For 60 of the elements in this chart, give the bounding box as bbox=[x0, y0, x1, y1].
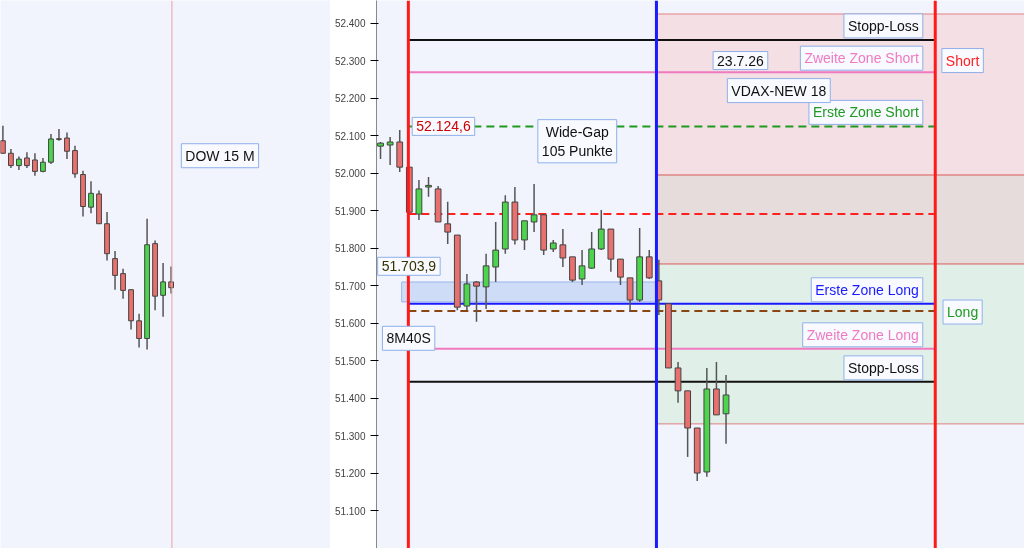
y-tick-label: 52.200 bbox=[334, 93, 366, 105]
y-tick-label: 52.400 bbox=[334, 18, 366, 30]
candlestick bbox=[722, 374, 730, 445]
candlestick bbox=[578, 249, 586, 286]
candlestick bbox=[559, 228, 567, 268]
annotation: 23.7.26 bbox=[717, 52, 764, 69]
candlestick bbox=[626, 277, 634, 313]
y-tick-label: 51.400 bbox=[334, 393, 366, 405]
candlestick bbox=[597, 209, 605, 251]
candlestick bbox=[0, 125, 6, 155]
y-tick-label: 51.200 bbox=[334, 468, 366, 480]
candlestick bbox=[569, 256, 576, 283]
candlestick bbox=[48, 133, 54, 165]
ref-line-label: Erste Zone Short bbox=[812, 104, 919, 121]
candlestick bbox=[120, 267, 126, 300]
y-tick-label: 52.300 bbox=[334, 55, 366, 67]
ref-line-label: Stopp-Loss bbox=[847, 17, 919, 34]
y-tick-label: 51.900 bbox=[334, 205, 366, 217]
candlestick bbox=[473, 280, 480, 323]
annotation: 51.703,9 bbox=[381, 258, 437, 275]
candlestick bbox=[8, 148, 14, 169]
y-tick-label: 52.000 bbox=[334, 168, 366, 180]
y-tick-label: 51.800 bbox=[334, 243, 366, 255]
y-tick-label: 51.300 bbox=[334, 430, 366, 442]
candlestick bbox=[588, 231, 596, 270]
candlestick bbox=[386, 136, 394, 166]
y-tick-label: 51.100 bbox=[334, 505, 366, 517]
candlestick bbox=[56, 128, 62, 142]
candlestick bbox=[425, 176, 432, 198]
candlestick bbox=[645, 249, 653, 280]
ref-line-label: Zweite Zone Long bbox=[806, 326, 919, 343]
candlestick bbox=[492, 221, 500, 283]
candlestick bbox=[136, 312, 142, 349]
candlestick bbox=[88, 180, 94, 214]
annotation: 8M40S bbox=[386, 330, 431, 347]
candlestick bbox=[160, 262, 166, 318]
text: Short bbox=[945, 52, 980, 69]
candlestick bbox=[444, 200, 452, 245]
text: DOW 15 M bbox=[185, 147, 255, 164]
candlestick bbox=[617, 258, 624, 286]
text: VDAX-NEW 18 bbox=[731, 82, 827, 99]
annotation: Wide-Gap 105 Punkte bbox=[541, 123, 613, 159]
y-tick-label: 51.700 bbox=[334, 280, 366, 292]
candlestick bbox=[72, 144, 78, 179]
candlestick bbox=[112, 250, 118, 291]
text: Long bbox=[947, 304, 979, 321]
candlestick bbox=[64, 131, 70, 160]
candlestick bbox=[32, 152, 38, 177]
y-tick-label: 52.100 bbox=[334, 130, 366, 142]
candlestick bbox=[674, 361, 682, 404]
annotation: 52.124,6 bbox=[416, 118, 471, 135]
candlestick bbox=[530, 183, 538, 233]
candlestick bbox=[521, 220, 528, 251]
candlestick bbox=[482, 253, 490, 310]
ref-line-label: Stopp-Loss bbox=[847, 359, 919, 376]
y-tick-label: 51.600 bbox=[334, 318, 366, 330]
ref-line-label: Erste Zone Long bbox=[815, 281, 919, 298]
candlestick bbox=[463, 273, 471, 311]
ref-line-label: Zweite Zone Short bbox=[804, 50, 919, 67]
y-tick-label: 51.500 bbox=[334, 355, 366, 367]
